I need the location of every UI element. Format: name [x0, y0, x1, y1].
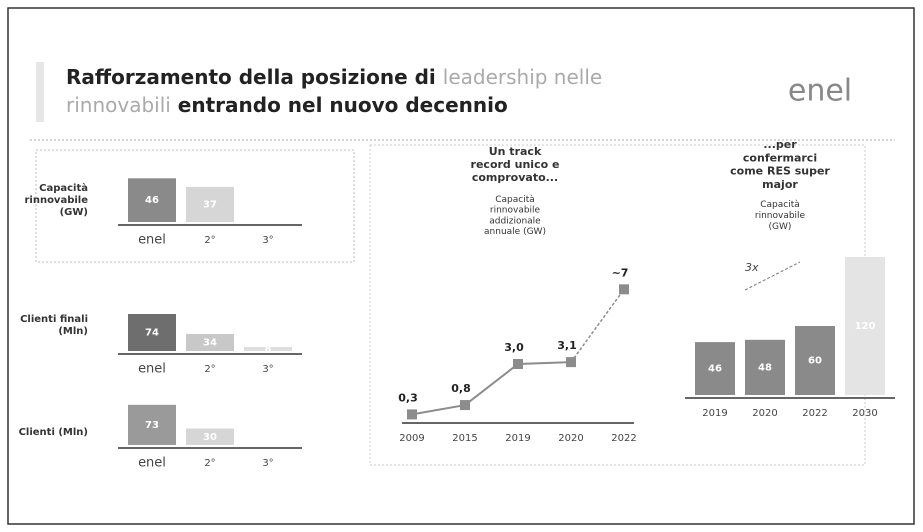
right-panel [369, 144, 866, 466]
bar [128, 178, 176, 222]
x-tick-label: enel [138, 233, 166, 248]
x-tick-label: 2015 [452, 433, 477, 444]
value-label: 37 [203, 199, 217, 210]
bar [845, 257, 885, 395]
point [619, 284, 629, 295]
value-label: 0,3 [398, 391, 418, 404]
x-tick-label: 2° [204, 235, 215, 246]
value-label: 30 [203, 432, 217, 443]
value-label: 3,0 [504, 341, 524, 354]
x-tick-label: 2022 [611, 433, 636, 444]
logo: enel [788, 74, 852, 109]
bar [695, 342, 735, 395]
chart-label: Capacità rinnovabile (GW) [24, 182, 88, 218]
chart-title: Un track record unico e comprovato... [471, 145, 560, 184]
title-line-2: rinnovabili entrando nel nuovo decennio [66, 93, 508, 117]
accent-bar [36, 62, 44, 122]
x-tick-label: enel [138, 456, 166, 471]
value-label: 73 [145, 420, 159, 431]
x-tick-label: 2° [204, 364, 215, 375]
x-tick-label: 2009 [399, 433, 424, 444]
x-tick-label: 2020 [558, 433, 583, 444]
bar [128, 314, 176, 351]
point [513, 359, 523, 369]
value-label: 34 [203, 338, 217, 349]
point [460, 400, 470, 411]
value-label: 46 [145, 195, 159, 206]
x-tick-label: 2020 [752, 408, 777, 419]
x-tick-label: enel [138, 362, 166, 377]
chart-subtitle: Capacità rinnovabile addizionale annuale (G… [484, 194, 546, 236]
point [407, 409, 417, 420]
x-tick-label: 3° [262, 235, 273, 246]
value-label: ~7 [612, 266, 629, 279]
x-tick-label: 2030 [852, 408, 877, 419]
bar [186, 428, 234, 445]
bar [186, 334, 234, 351]
chart-label: Clienti finali (Mln) [20, 314, 88, 337]
value-label: 3,1 [557, 339, 577, 352]
value-label: 74 [145, 328, 159, 339]
arrow [744, 261, 801, 291]
x-tick-label: 2022 [802, 408, 827, 419]
value-label: 46 [708, 364, 722, 375]
value-label: 60 [808, 356, 822, 367]
x-tick-label: 2019 [702, 408, 727, 419]
bar [186, 186, 234, 222]
x-tick-label: 3° [262, 458, 273, 469]
value-label: 48 [758, 362, 772, 373]
bar [244, 347, 292, 351]
value-label: 8 [265, 344, 272, 355]
x-tick-label: 3° [262, 364, 273, 375]
bar [795, 326, 835, 395]
chart-label: Clienti (Mln) [19, 427, 88, 438]
line [411, 361, 572, 416]
forecast-line [570, 288, 625, 363]
title-line-1: Rafforzamento della posizione di leaders… [66, 65, 602, 89]
bar [745, 339, 785, 395]
point [566, 357, 576, 368]
highlight-box [35, 149, 355, 263]
chart-subtitle: Capacità rinnovabile (GW) [755, 200, 806, 232]
chart-title: ...per confermarci come RES super major [730, 138, 830, 191]
x-tick-label: 2° [204, 458, 215, 469]
x-tick-label: 2019 [505, 433, 530, 444]
value-label: 120 [855, 321, 876, 332]
value-label: 0,8 [451, 382, 471, 395]
annotation: 3x [745, 261, 759, 274]
bar [128, 404, 176, 445]
